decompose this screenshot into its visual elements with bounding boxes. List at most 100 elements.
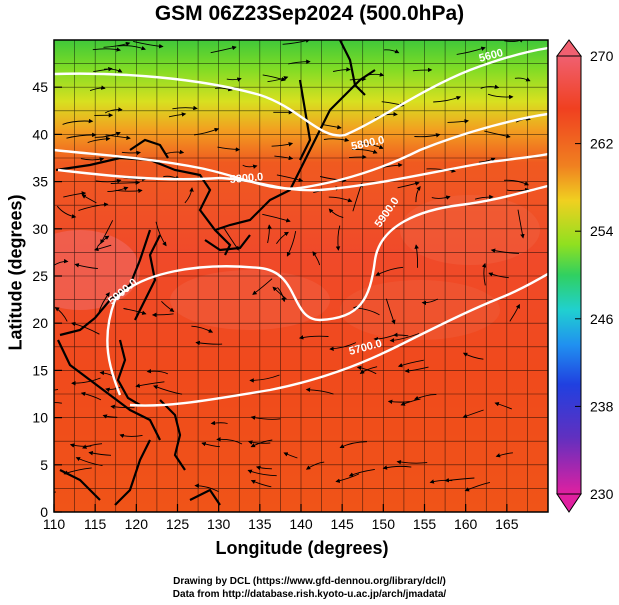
streamline — [494, 401, 513, 410]
streamline — [462, 352, 484, 360]
streamline — [80, 391, 102, 401]
streamline — [103, 68, 123, 73]
streamline — [121, 150, 141, 156]
streamline — [146, 368, 168, 375]
streamline — [329, 342, 357, 351]
height-contours — [54, 46, 548, 407]
y-tick-label: 30 — [32, 221, 48, 237]
streamline — [480, 84, 500, 89]
streamline — [210, 420, 228, 426]
streamline — [348, 468, 375, 477]
streamline — [431, 195, 451, 200]
warm-patch — [340, 280, 500, 340]
colorbar-tick-label: 246 — [590, 311, 614, 327]
streamline — [247, 469, 277, 477]
streamline — [271, 142, 294, 147]
streamline — [87, 136, 111, 143]
streamline — [184, 187, 194, 204]
coastlines — [55, 40, 376, 506]
x-tick-label: 115 — [84, 516, 107, 532]
streamline — [267, 76, 289, 83]
streamline — [382, 465, 412, 470]
streamline — [102, 414, 118, 419]
streamline — [312, 251, 321, 266]
y-tick-label: 35 — [32, 174, 48, 190]
streamline — [74, 263, 98, 270]
streamline — [80, 157, 105, 162]
streamline — [276, 231, 289, 244]
colorbar-tick-label: 238 — [590, 398, 614, 414]
streamline — [298, 335, 329, 340]
streamline — [478, 157, 496, 163]
streamline — [397, 359, 424, 368]
colorbar-ticks: 270 262 254 246 238 230 — [575, 48, 614, 502]
y-tick-label: 45 — [32, 79, 48, 95]
streamline — [97, 235, 110, 247]
streamline — [283, 452, 298, 459]
y-tick-label: 5 — [40, 457, 48, 473]
y-tick-label: 40 — [32, 126, 48, 142]
streamline — [56, 205, 77, 219]
streamline — [172, 105, 198, 111]
streamline — [63, 191, 87, 198]
streamline — [335, 473, 360, 483]
streamline — [362, 142, 384, 149]
streamline — [373, 334, 394, 342]
streamline — [509, 303, 520, 322]
streamline — [250, 479, 272, 488]
streamline — [322, 124, 342, 130]
colorbar-tick-label: 230 — [590, 486, 614, 502]
streamline — [389, 333, 420, 343]
streamline — [487, 93, 514, 100]
streamline — [393, 332, 409, 338]
streamline — [151, 312, 174, 318]
streamline — [94, 131, 121, 138]
streamline — [119, 433, 143, 439]
streamline — [110, 180, 141, 185]
streamline — [110, 404, 135, 410]
streamline — [504, 40, 525, 43]
contour-5900 — [106, 184, 548, 396]
streamline — [63, 467, 92, 475]
streamline — [456, 46, 486, 55]
streamline — [250, 415, 281, 420]
streamline — [414, 133, 441, 138]
streamline — [335, 225, 341, 251]
streamline — [201, 441, 220, 448]
streamline — [415, 185, 421, 203]
streamline — [155, 221, 167, 247]
x-tick-label: 160 — [454, 516, 478, 532]
streamline — [194, 483, 219, 492]
streamline — [262, 74, 286, 82]
streamline — [54, 307, 68, 322]
streamline — [123, 308, 147, 315]
streamline — [323, 137, 350, 142]
x-tick-label: 125 — [166, 516, 190, 532]
streamline — [274, 155, 294, 161]
streamline — [421, 298, 439, 306]
y-tick-label: 10 — [32, 410, 48, 426]
streamline — [387, 399, 410, 405]
x-axis-ticks: 110 115 120 125 130 135 140 145 150 155 160 165 — [43, 504, 519, 532]
y-tick-label: 0 — [40, 504, 48, 520]
streamline — [54, 402, 62, 404]
streamline — [426, 168, 456, 173]
streamline — [95, 179, 122, 184]
streamline — [88, 450, 112, 456]
streamline — [217, 146, 241, 152]
streamline — [255, 465, 272, 471]
streamline — [62, 118, 94, 125]
streamline — [276, 174, 304, 183]
x-tick-label: 130 — [207, 516, 231, 532]
streamline — [75, 457, 103, 467]
y-axis-ticks: 0 5 10 15 20 25 30 35 40 45 — [32, 79, 62, 520]
streamline — [503, 179, 530, 186]
streamline — [66, 132, 97, 139]
streamline — [242, 164, 258, 169]
streamline — [82, 443, 103, 449]
streamline — [262, 213, 291, 223]
streamline — [168, 112, 187, 118]
warm-patch — [170, 270, 330, 330]
streamline — [514, 77, 531, 82]
streamline — [404, 366, 429, 374]
